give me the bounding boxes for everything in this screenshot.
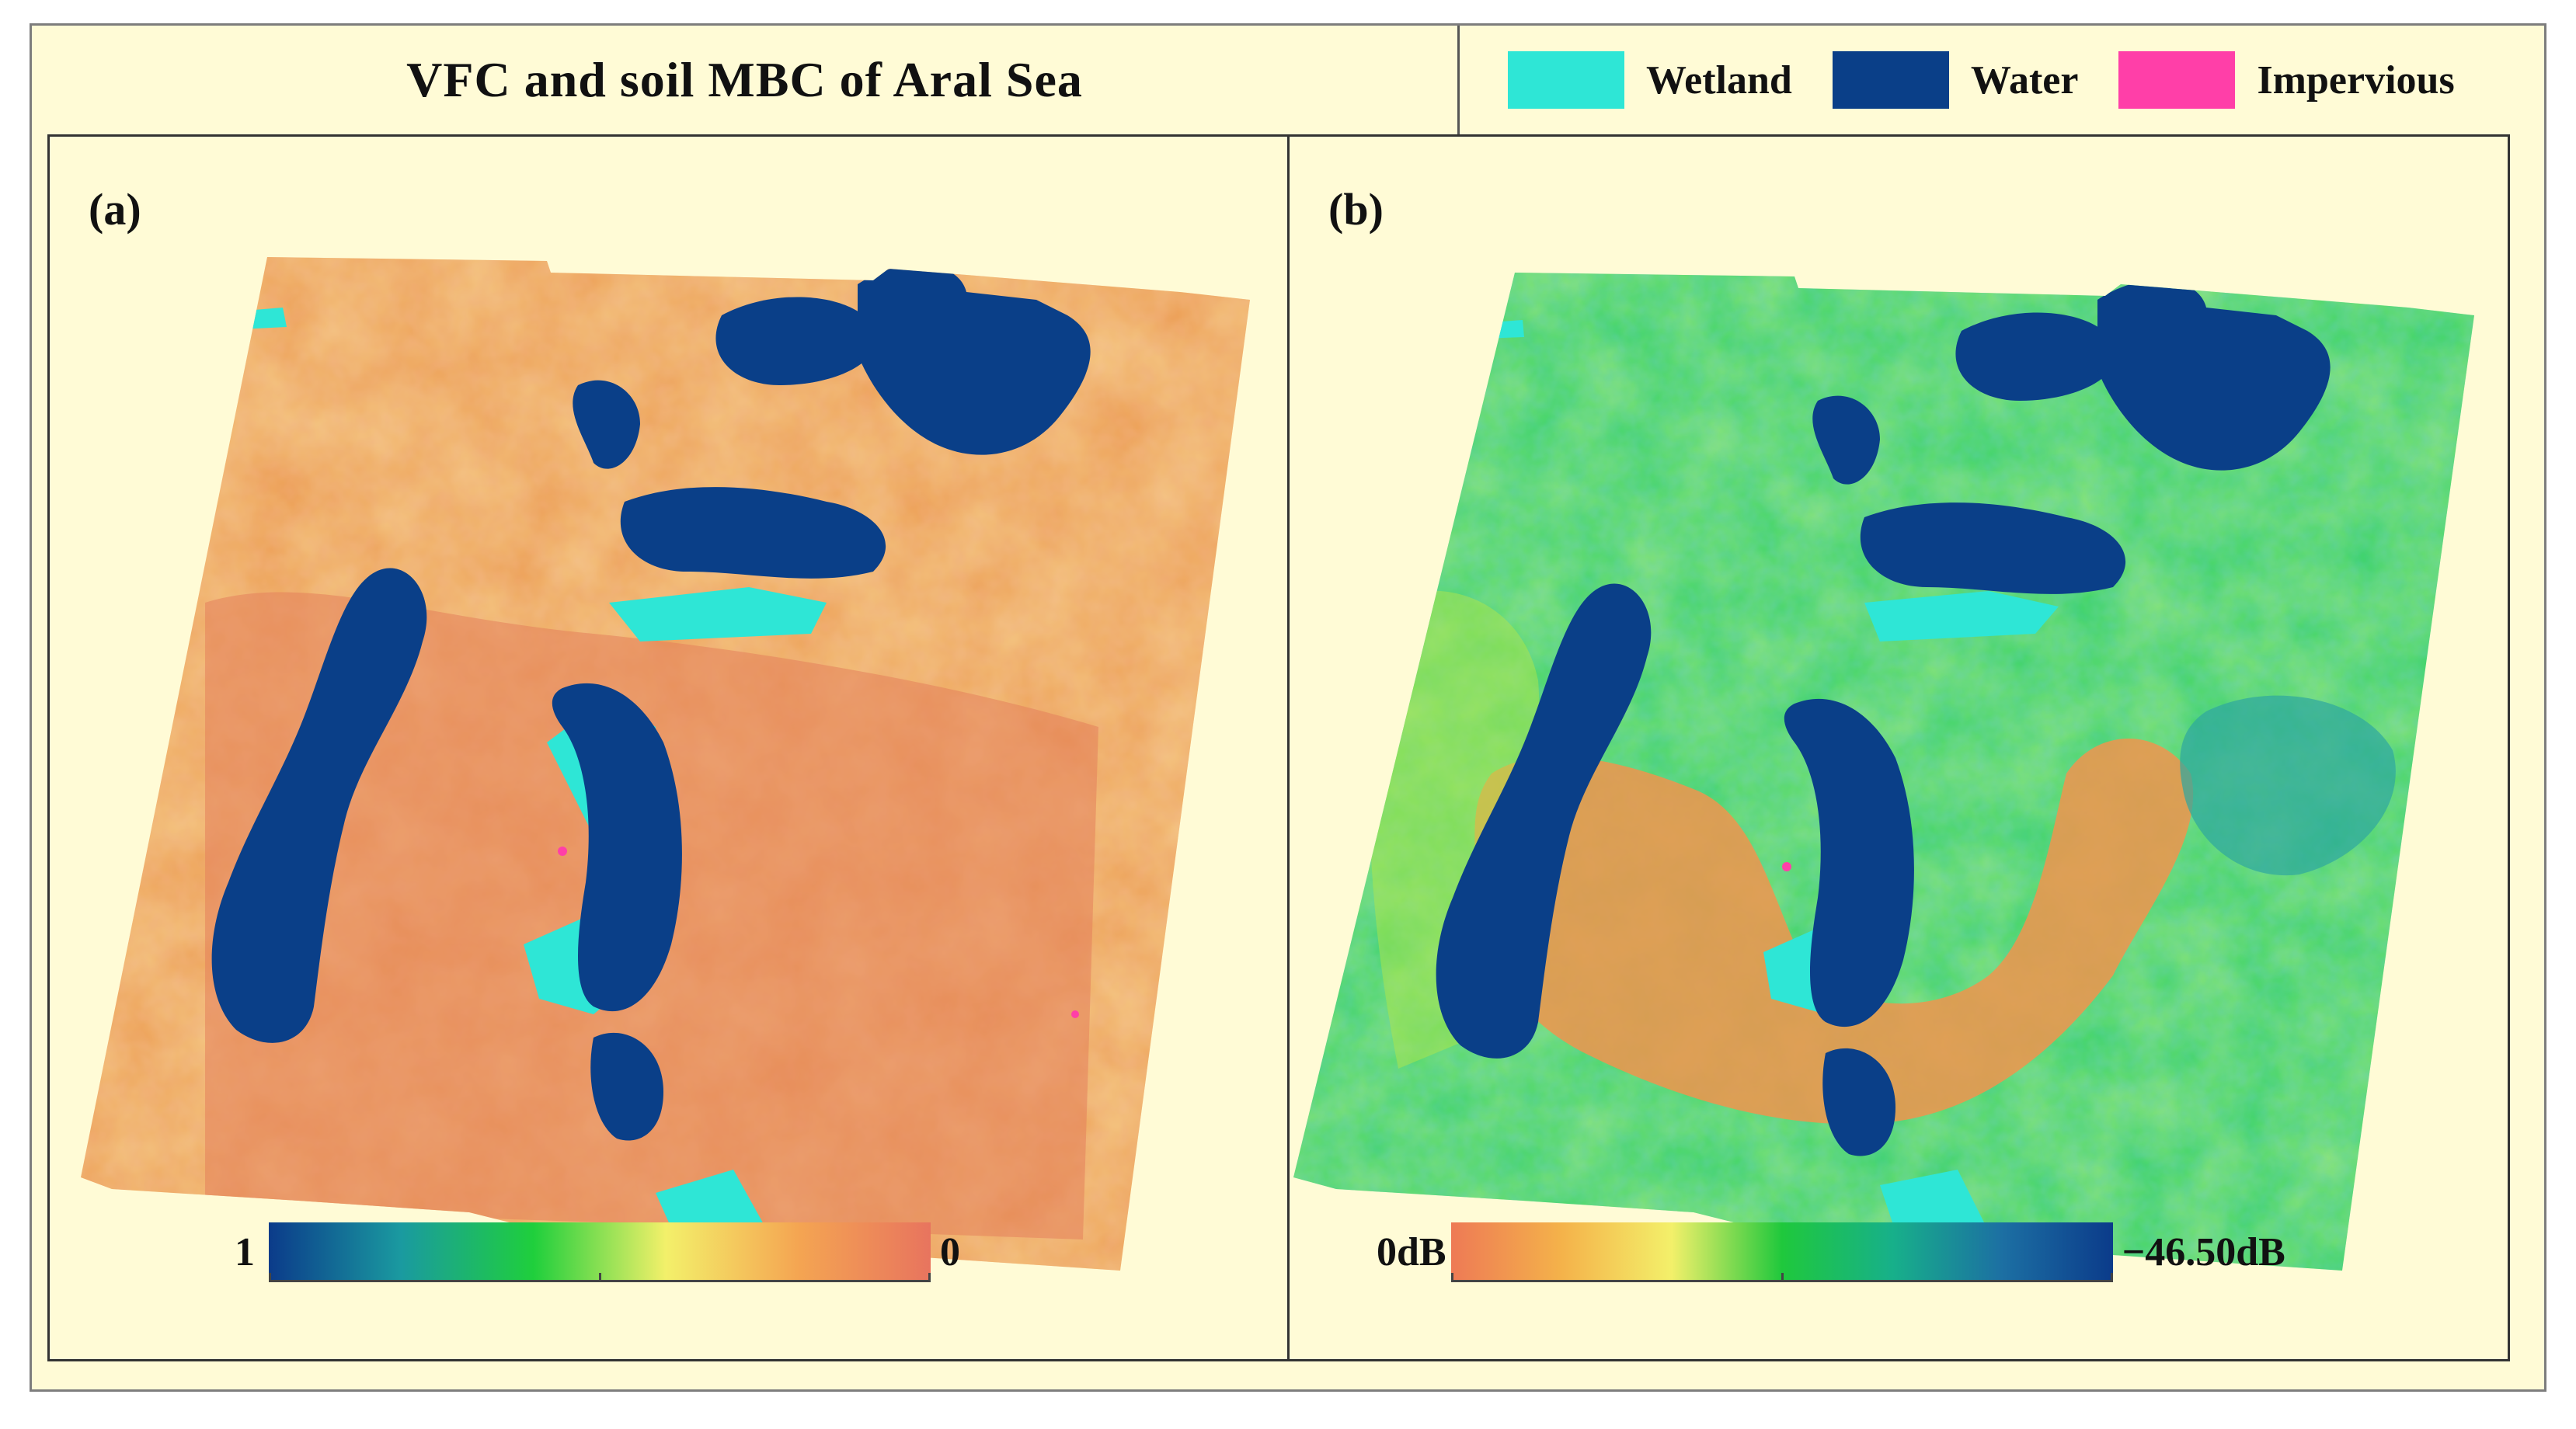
south-lake-a: [590, 1032, 663, 1141]
dry-seabed-b: [1474, 739, 2194, 1125]
channel-a: [620, 487, 886, 579]
east-aral-sea-b: [1784, 698, 1914, 1027]
colorbar-vfc-tick: [269, 1273, 271, 1282]
colorbar-mbc-tick: [1781, 1273, 1784, 1282]
west-aral-sea-a: [211, 568, 427, 1043]
wetland-patch-a-6: [236, 308, 287, 329]
vfc-raster: [81, 257, 1250, 1271]
channel-b: [1860, 502, 2126, 594]
class-legend: Wetland Water Impervious: [1460, 26, 2549, 134]
east-aral-sea-a: [552, 683, 682, 1012]
legend-item-water: Water: [1832, 51, 2079, 109]
wetland-patch-b-4: [1480, 320, 1524, 339]
north-bay-b: [1812, 395, 1880, 485]
south-lake-b: [1822, 1048, 1895, 1156]
colorbar-mbc-tick: [2110, 1273, 2113, 1282]
wetland-patch-b-2: [1864, 591, 2059, 641]
legend-label-wetland: Wetland: [1646, 57, 1792, 103]
figure-title: VFC and soil MBC of Aral Sea: [406, 52, 1083, 107]
vfc-map: [81, 257, 1250, 1271]
panel-a-label: (a): [89, 184, 141, 235]
north-aral-east-b: [2097, 280, 2331, 471]
map-panels: (a) 1 0: [47, 134, 2510, 1361]
legend-swatch-wetland: [1508, 51, 1624, 109]
panel-b-label: (b): [1328, 184, 1384, 235]
impervious-b-1: [1782, 862, 1791, 871]
mbc-map: [1293, 273, 2474, 1271]
colorbar-vfc: 1 0: [235, 1222, 960, 1282]
legend-item-wetland: Wetland: [1508, 51, 1792, 109]
colorbar-mbc-min-label: 0dB: [1377, 1230, 1446, 1274]
west-aral-sea-b: [1436, 583, 1652, 1059]
wetland-patch-a-3: [609, 587, 827, 641]
legend-item-impervious: Impervious: [2118, 51, 2455, 109]
legend-swatch-impervious: [2118, 51, 2236, 109]
colorbar-vfc-tick: [928, 1273, 931, 1282]
colorbar-vfc-min-label: 1: [235, 1230, 255, 1274]
panel-b-mbc: (b) 0dB −46.50dB: [1290, 137, 2510, 1359]
colorbar-mbc-tick: [1450, 1273, 1453, 1282]
colorbar-mbc: 0dB −46.50dB: [1377, 1222, 2285, 1282]
colorbar-vfc-gradient: [269, 1222, 931, 1282]
impervious-a-1: [558, 847, 567, 856]
mbc-raster: [1293, 273, 2474, 1271]
north-bay-a: [573, 380, 640, 469]
colorbar-mbc-max-label: −46.50dB: [2122, 1230, 2285, 1274]
figure-frame: VFC and soil MBC of Aral Sea Wetland Wat…: [30, 23, 2546, 1392]
panel-divider: [1287, 137, 1290, 1359]
impervious-a-2: [1071, 1010, 1079, 1018]
colorbar-mbc-gradient: [1450, 1222, 2113, 1282]
north-aral-sea-b: [1955, 312, 2116, 401]
panel-a-vfc: (a) 1 0: [50, 137, 1287, 1359]
title-box: VFC and soil MBC of Aral Sea: [32, 26, 1460, 134]
colorbar-vfc-tick: [599, 1273, 601, 1282]
legend-label-impervious: Impervious: [2257, 57, 2455, 103]
north-aral-sea-a: [715, 297, 876, 385]
legend-swatch-water: [1832, 51, 1949, 109]
colorbar-vfc-max-label: 0: [940, 1230, 960, 1274]
legend-label-water: Water: [1970, 57, 2079, 103]
north-aral-east-a: [858, 264, 1091, 455]
low-mbc-zone-b: [2180, 695, 2396, 876]
